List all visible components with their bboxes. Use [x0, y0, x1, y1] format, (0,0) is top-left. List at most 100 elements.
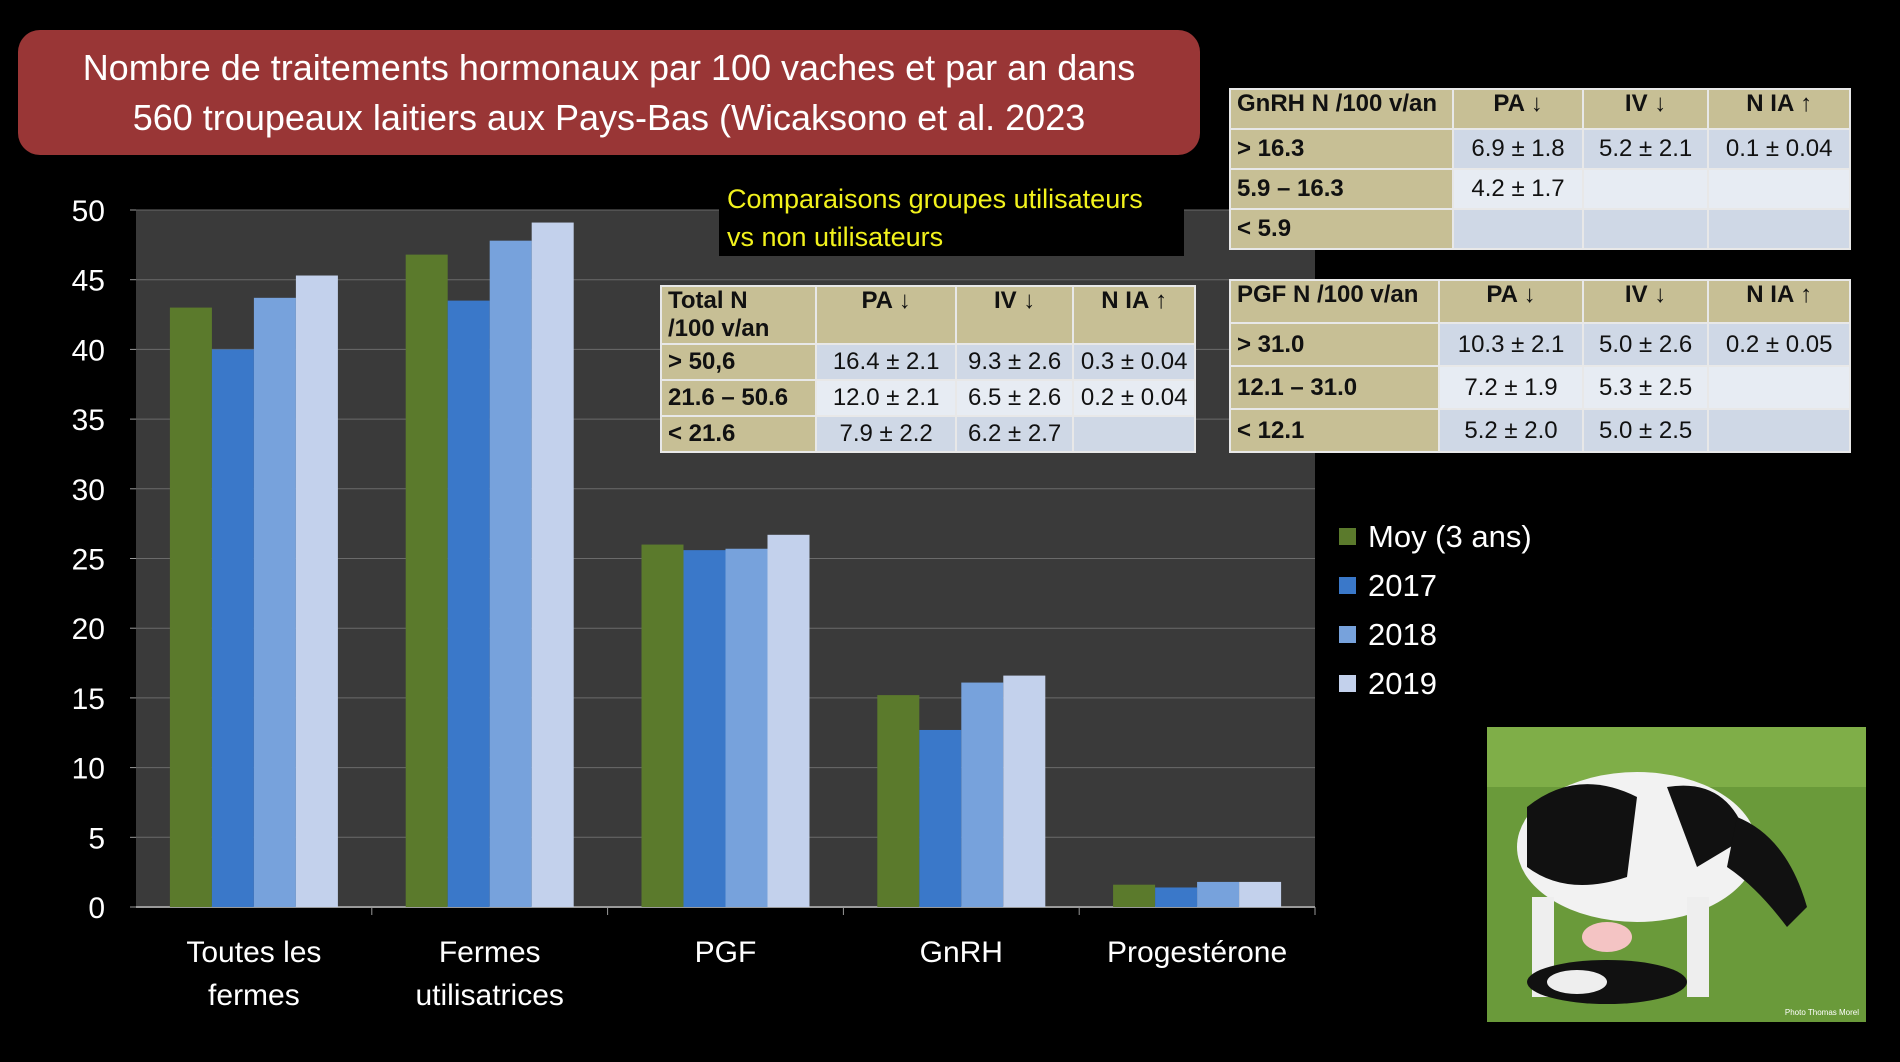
- legend-swatch: [1339, 577, 1356, 594]
- table-cell: [1707, 208, 1851, 250]
- table-cell: 7.2 ± 1.9: [1438, 365, 1584, 410]
- table-cell: 7.9 ± 2.2: [815, 415, 957, 453]
- row-label: 12.1 – 31.0: [1228, 365, 1441, 410]
- bar-2018: [725, 548, 768, 907]
- legend-item: 2018: [1339, 610, 1532, 659]
- x-tick-label: fermes: [208, 979, 300, 1012]
- bar-2017: [919, 729, 962, 907]
- column-header: Total N /100 v/an: [659, 285, 818, 345]
- table-cell: [1707, 168, 1851, 210]
- y-tick-label: 15: [72, 683, 105, 716]
- column-header: PGF N /100 v/an: [1228, 279, 1441, 324]
- x-tick-label: utilisatrices: [416, 979, 564, 1012]
- y-tick-label: 35: [72, 404, 105, 437]
- table-header-row: Total N /100 v/an PA ↓ IV ↓ N IA ↑: [659, 285, 1196, 345]
- legend-item: Moy (3 ans): [1339, 512, 1532, 561]
- table-row: < 12.1 5.2 ± 2.0 5.0 ± 2.5: [1228, 408, 1851, 453]
- row-label: < 21.6: [659, 415, 818, 453]
- cow-and-calf-photo: Photo Thomas Morel: [1487, 727, 1866, 1022]
- table-row: > 31.0 10.3 ± 2.1 5.0 ± 2.6 0.2 ± 0.05: [1228, 322, 1851, 367]
- column-header: IV ↓: [1581, 279, 1710, 324]
- table-cell: 16.4 ± 2.1: [815, 343, 957, 381]
- bar-2019: [767, 534, 810, 907]
- legend-label: Moy (3 ans): [1368, 518, 1532, 554]
- y-tick-label: 5: [88, 822, 105, 855]
- table-row: 12.1 – 31.0 7.2 ± 1.9 5.3 ± 2.5: [1228, 365, 1851, 410]
- bar-2019: [295, 275, 338, 907]
- column-header: IV ↓: [954, 285, 1075, 345]
- bar-2017: [211, 349, 254, 907]
- x-tick-label: Progestérone: [1107, 936, 1287, 969]
- table-cell: 0.2 ± 0.04: [1072, 379, 1196, 417]
- table-cell: 5.2 ± 2.1: [1581, 128, 1710, 170]
- table-cell: 6.5 ± 2.6: [954, 379, 1075, 417]
- legend-swatch: [1339, 675, 1356, 692]
- column-header: PA ↓: [1438, 279, 1584, 324]
- table-cell: 0.2 ± 0.05: [1707, 322, 1851, 367]
- bar-2019: [531, 222, 574, 907]
- x-tick-label: Toutes les: [186, 936, 321, 969]
- column-header: PA ↓: [1452, 88, 1584, 130]
- row-label: > 50,6: [659, 343, 818, 381]
- photo-credit: Photo Thomas Morel: [1785, 1008, 1859, 1017]
- x-tick-label: Fermes: [439, 936, 541, 969]
- legend-swatch: [1339, 626, 1356, 643]
- bar-2018: [1197, 881, 1240, 907]
- table-cell: 12.0 ± 2.1: [815, 379, 957, 417]
- bar-2019: [1003, 675, 1046, 907]
- table-cell: 0.3 ± 0.04: [1072, 343, 1196, 381]
- y-tick-label: 40: [72, 334, 105, 367]
- total-table: Total N /100 v/an PA ↓ IV ↓ N IA ↑ > 50,6 16.…: [659, 285, 1196, 453]
- bar-moy-3-ans-: [169, 307, 212, 908]
- table-cell: [1707, 365, 1851, 410]
- table-row: < 5.9: [1228, 208, 1851, 250]
- x-tick-label: GnRH: [920, 936, 1003, 969]
- bar-moy-3-ans-: [405, 254, 448, 907]
- x-tick-label: PGF: [695, 936, 757, 969]
- comparison-note: Comparaisons groupes utilisateurs vs non…: [719, 178, 1184, 256]
- y-tick-label: 25: [72, 544, 105, 577]
- table-cell: 10.3 ± 2.1: [1438, 322, 1584, 367]
- legend-label: 2019: [1368, 665, 1437, 701]
- bar-2017: [447, 300, 490, 907]
- legend-label: 2017: [1368, 567, 1437, 603]
- row-label: < 12.1: [1228, 408, 1441, 453]
- table-cell: 6.9 ± 1.8: [1452, 128, 1584, 170]
- table-cell: [1581, 208, 1710, 250]
- table-cell: [1581, 168, 1710, 210]
- gnrh-table: GnRH N /100 v/an PA ↓ IV ↓ N IA ↑ > 16.3 6.9 …: [1228, 88, 1851, 250]
- column-header: IV ↓: [1581, 88, 1710, 130]
- y-tick-label: 50: [72, 195, 105, 228]
- bar-2019: [1239, 881, 1282, 907]
- table-cell: 5.2 ± 2.0: [1438, 408, 1584, 453]
- table-header-row: PGF N /100 v/an PA ↓ IV ↓ N IA ↑: [1228, 279, 1851, 324]
- legend-item: 2017: [1339, 561, 1532, 610]
- row-label: > 16.3: [1228, 128, 1455, 170]
- y-tick-label: 30: [72, 474, 105, 507]
- column-header: PA ↓: [815, 285, 957, 345]
- y-tick-label: 0: [88, 892, 105, 925]
- bar-2018: [961, 682, 1004, 907]
- table-row: 5.9 – 16.3 4.2 ± 1.7: [1228, 168, 1851, 210]
- bar-moy-3-ans-: [641, 544, 684, 907]
- table-cell: [1707, 408, 1851, 453]
- legend-item: 2019: [1339, 659, 1532, 708]
- row-label: < 5.9: [1228, 208, 1455, 250]
- y-tick-label: 10: [72, 753, 105, 786]
- table-cell: 5.0 ± 2.5: [1581, 408, 1710, 453]
- table-cell: [1452, 208, 1584, 250]
- row-label: > 31.0: [1228, 322, 1441, 367]
- table-cell: 0.1 ± 0.04: [1707, 128, 1851, 170]
- legend-swatch: [1339, 528, 1356, 545]
- pgf-table: PGF N /100 v/an PA ↓ IV ↓ N IA ↑ > 31.0 10.3 …: [1228, 279, 1851, 453]
- table-cell: 4.2 ± 1.7: [1452, 168, 1584, 210]
- table-cell: 5.0 ± 2.6: [1581, 322, 1710, 367]
- bar-2018: [489, 240, 532, 908]
- bar-moy-3-ans-: [1113, 884, 1156, 907]
- column-header: GnRH N /100 v/an: [1228, 88, 1455, 130]
- column-header: N IA ↑: [1707, 279, 1851, 324]
- column-header: N IA ↑: [1072, 285, 1196, 345]
- legend-label: 2018: [1368, 616, 1437, 652]
- table-row: > 50,6 16.4 ± 2.1 9.3 ± 2.6 0.3 ± 0.04: [659, 343, 1196, 381]
- table-cell: 5.3 ± 2.5: [1581, 365, 1710, 410]
